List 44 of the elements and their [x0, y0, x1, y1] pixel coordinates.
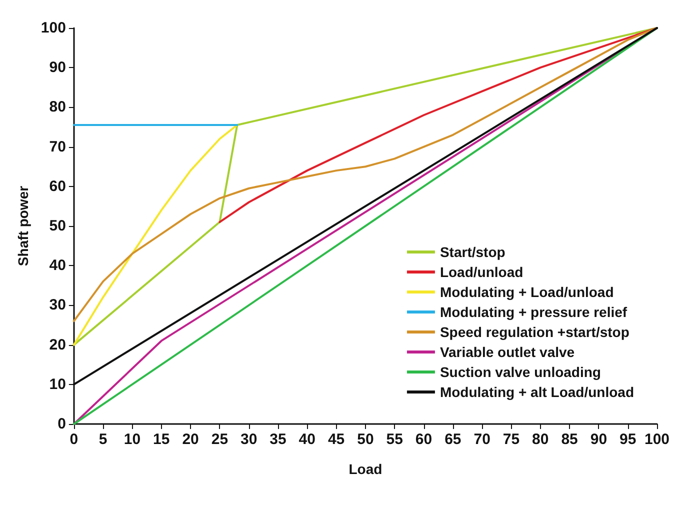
x-tick-label: 45 — [328, 431, 345, 448]
legend-label: Modulating + Load/unload — [440, 284, 614, 300]
x-tick-label: 0 — [70, 431, 78, 448]
x-tick-label: 30 — [240, 431, 258, 448]
y-tick-label: 30 — [49, 296, 66, 314]
y-tick-label: 90 — [49, 59, 66, 76]
y-tick-label: 70 — [49, 138, 66, 156]
y-tick-label: 20 — [49, 336, 66, 354]
y-tick-label: 80 — [49, 98, 66, 116]
legend-label: Speed regulation +start/stop — [440, 324, 630, 340]
x-tick-label: 90 — [590, 431, 608, 448]
x-tick-label: 5 — [98, 431, 108, 448]
legend-label: Variable outlet valve — [440, 344, 575, 360]
x-tick-label: 85 — [561, 431, 578, 448]
legend-label: Start/stop — [440, 244, 506, 260]
y-tick-label: 10 — [49, 376, 66, 393]
x-tick-label: 80 — [532, 431, 549, 448]
legend-label: Modulating + alt Load/unload — [440, 384, 634, 400]
y-tick-label: 60 — [49, 178, 66, 195]
y-tick-label: 50 — [49, 218, 66, 234]
y-tick-label: 0 — [58, 416, 66, 432]
x-tick-label: 75 — [502, 431, 520, 448]
x-tick-label: 40 — [298, 431, 316, 448]
x-tick-label: 65 — [444, 431, 462, 448]
line-series — [218, 27, 658, 224]
x-tick-label: 20 — [182, 431, 199, 448]
line-series — [72, 124, 238, 346]
x-tick-label: 60 — [415, 431, 432, 448]
legend-label: Suction valve unloading — [440, 364, 601, 380]
x-tick-label: 100 — [644, 431, 670, 448]
x-tick-label: 10 — [124, 431, 141, 448]
x-tick-label: 50 — [357, 431, 374, 448]
x-tick-label: 15 — [153, 431, 170, 448]
x-tick-label: 25 — [211, 431, 228, 448]
y-tick-label: 40 — [49, 257, 66, 274]
x-tick-label: 95 — [620, 431, 636, 448]
x-tick-label: 35 — [270, 431, 286, 448]
x-tick-label: 70 — [474, 431, 490, 448]
x-axis-title: Load — [348, 461, 382, 477]
legend-label: Load/unload — [440, 264, 524, 280]
y-tick-label: 100 — [40, 20, 66, 36]
x-tick-label: 55 — [386, 431, 403, 448]
legend-label: Modulating + pressure relief — [440, 304, 628, 320]
y-axis-title: Shaft power — [15, 185, 31, 266]
